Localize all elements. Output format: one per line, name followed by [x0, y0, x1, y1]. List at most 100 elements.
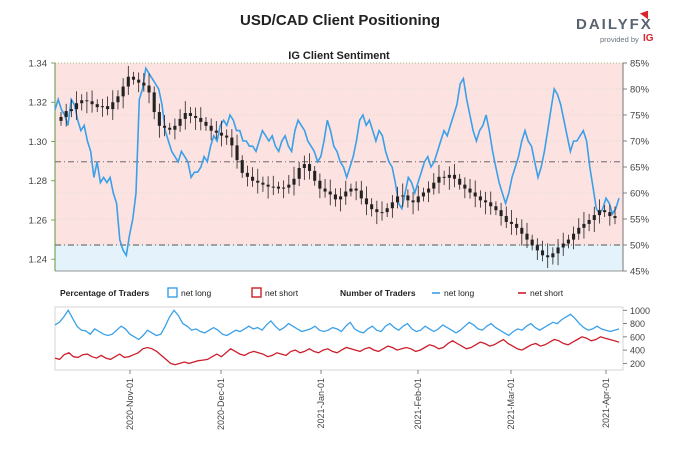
- lower-axis-tick-label: 1000: [630, 306, 650, 316]
- legend-pct-long-label: net long: [181, 288, 212, 298]
- traders-net-long-line: [54, 309, 620, 341]
- candle-body: [251, 176, 255, 181]
- candle-body: [69, 109, 73, 112]
- candle-body: [235, 145, 239, 161]
- candle-body: [230, 137, 234, 146]
- candle-body: [116, 96, 120, 103]
- candle-body: [302, 164, 306, 168]
- candle-body: [546, 255, 550, 258]
- dailyfx-logo: DAILYFX: [576, 16, 653, 33]
- right-axis-tick-label: 50%: [630, 241, 650, 252]
- candle-body: [318, 180, 322, 189]
- lower-axis-tick-label: 200: [630, 359, 645, 369]
- candle-body: [411, 200, 415, 203]
- candle-body: [168, 127, 172, 130]
- x-axis-tick-label: 2020-Dec-01: [216, 378, 226, 430]
- candle-body: [85, 100, 89, 102]
- candle-body: [162, 125, 167, 128]
- candle-body: [364, 198, 369, 205]
- right-axis-tick-label: 80%: [630, 85, 650, 96]
- candle-body: [344, 191, 348, 197]
- candle-body: [566, 239, 570, 244]
- candle-body: [349, 188, 353, 192]
- ig-logo: IG: [643, 33, 654, 44]
- candle-body: [421, 192, 425, 197]
- candle-body: [225, 135, 229, 138]
- candle-body: [219, 132, 224, 136]
- x-axis-tick-label: 2021-Jan-01: [316, 378, 326, 429]
- lower-axis-tick-label: 400: [630, 346, 645, 356]
- candle-body: [395, 196, 400, 203]
- candle-body: [147, 85, 151, 93]
- x-axis-tick-label: 2021-Feb-01: [413, 378, 423, 430]
- candle-body: [64, 111, 68, 117]
- left-axis-tick-label: 1.28: [29, 176, 48, 187]
- right-axis-tick-label: 55%: [630, 215, 650, 226]
- candle-body: [608, 212, 612, 217]
- candle-body: [142, 82, 146, 86]
- brand-subtitle: provided by: [600, 35, 639, 44]
- net-long-sentiment-line: [54, 65, 620, 258]
- candle-body: [354, 188, 358, 191]
- legend-count-short-label: net short: [530, 288, 564, 298]
- candle-body: [323, 188, 327, 192]
- candle-body: [520, 227, 524, 234]
- candle-body: [437, 176, 441, 183]
- candle-body: [587, 219, 591, 224]
- candle-body: [484, 200, 488, 203]
- candle-body: [551, 253, 555, 258]
- candle-body: [266, 184, 270, 187]
- candle-body: [613, 216, 617, 219]
- left-axis-tick-label: 1.30: [29, 137, 48, 148]
- candle-body: [478, 196, 482, 201]
- candle-body: [339, 196, 343, 200]
- candle-body: [209, 125, 213, 131]
- candle-body: [494, 206, 498, 211]
- candle-body: [597, 210, 602, 216]
- candle-body: [452, 174, 457, 179]
- candle-body: [328, 191, 332, 195]
- candle-body: [333, 194, 337, 200]
- candle-body: [178, 118, 182, 126]
- left-axis-tick-label: 1.32: [29, 98, 48, 109]
- lower-axis-tick-label: 800: [630, 319, 645, 329]
- candle-body: [582, 223, 586, 228]
- candle-body: [416, 196, 420, 203]
- traders-net-short-line: [54, 336, 620, 366]
- candle-body: [121, 86, 125, 97]
- x-axis-tick-label: 2021-Mar-01: [506, 378, 516, 430]
- candle-body: [489, 202, 493, 207]
- candle-body: [276, 186, 281, 189]
- candle-body: [577, 227, 581, 234]
- right-axis-tick-label: 70%: [630, 137, 650, 148]
- candle-body: [572, 233, 576, 240]
- candle-body: [126, 76, 130, 87]
- candle-body: [447, 174, 451, 178]
- candle-body: [307, 164, 312, 171]
- legend-pct-short-label: net short: [265, 288, 299, 298]
- candle-body: [194, 115, 198, 118]
- candle-body: [427, 188, 431, 193]
- x-axis-tick-label: 2020-Nov-01: [125, 378, 135, 430]
- candle-body: [256, 180, 260, 183]
- candle-body: [525, 233, 529, 240]
- candle-body: [287, 184, 291, 188]
- candle-body: [80, 100, 84, 104]
- candle-body: [370, 204, 374, 210]
- candle-body: [131, 76, 136, 80]
- candle-body: [313, 170, 317, 181]
- candle-body: [561, 243, 565, 248]
- candle-body: [292, 178, 296, 185]
- candle-body: [509, 221, 514, 224]
- right-axis-tick-label: 65%: [630, 163, 650, 174]
- lower-bg-net-long-zone: [55, 245, 623, 271]
- candle-body: [401, 195, 405, 197]
- candle-body: [499, 210, 503, 217]
- candle-body: [183, 113, 187, 119]
- candle-body: [173, 125, 177, 130]
- x-axis-tick-label: 2021-Apr-01: [601, 378, 611, 428]
- legend-percentage-title: Percentage of Traders: [60, 288, 150, 298]
- candle-body: [157, 112, 161, 126]
- legend-pct-long-swatch: [167, 287, 178, 298]
- candle-body: [106, 106, 110, 110]
